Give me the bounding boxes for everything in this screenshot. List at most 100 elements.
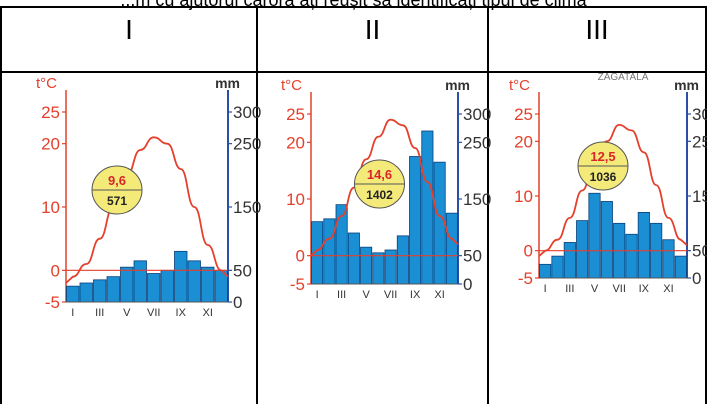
temp-unit-label: t°C [509,77,530,94]
precip-bar-IV [576,220,589,279]
precip-unit-label: mm [674,77,699,93]
cropped-caption: ...m cu ajutorul cărora ați reușit să id… [0,0,707,14]
temp-tick-label: 20 [41,135,60,154]
precip-tick-label: 50 [463,247,482,266]
precip-bar-XII [674,255,687,279]
summary-badge: 12,5 1036 [577,141,629,191]
precip-bar-XII [445,212,458,285]
month-tick-label: V [123,307,131,319]
temp-tick-label: -5 [518,269,533,288]
precip-unit-label: mm [445,77,470,93]
temp-tick-label: 0 [296,247,305,266]
precip-tick-label: 0 [463,275,472,294]
header-col-3-label: III [585,14,609,45]
precip-tick-label: 250 [692,132,707,151]
precip-bar-VI [372,252,385,285]
precip-tick-label: 250 [233,135,261,154]
month-tick-label: I [544,283,547,295]
precip-tick-label: 0 [692,269,701,288]
table-top-border [0,6,707,8]
month-tick-label: VII [384,289,397,301]
temp-tick-label: 25 [286,105,305,124]
temp-tick-label: 0 [51,261,60,280]
precip-bar-IX [174,250,188,303]
month-tick-label: III [565,283,574,295]
temp-unit-label: t°C [281,77,302,94]
temp-tick-label: -5 [45,293,60,312]
precip-bar-VII [147,273,161,303]
month-tick-label: XI [663,283,673,295]
month-tick-label: V [591,283,599,295]
precip-tick-label: 150 [463,190,491,209]
precip-bar-X [187,260,201,303]
precip-bar-II [79,282,93,303]
col-divider-2 [487,6,489,404]
precip-bar-I [539,263,552,279]
temp-unit-label: t°C [36,75,57,92]
mean-temp-value: 9,6 [108,173,126,188]
month-tick-label: V [362,289,370,301]
temp-tick-label: -5 [290,275,305,294]
month-tick-label: XI [203,307,213,319]
precip-tick-label: 150 [692,187,707,206]
precip-bar-VIII [160,269,174,303]
precip-bar-IV [106,276,120,303]
precip-unit-label: mm [215,75,240,91]
station-title: ZAGATALA [598,72,649,83]
precip-bar-IX [637,211,650,279]
precip-bar-V [120,266,134,303]
header-divider [0,71,707,73]
header-col-1-label: I [125,14,133,45]
precip-bar-X [421,130,434,285]
climogram-iii: ZAGATALAt°Cmm2520100-5300250150500IIIIVV… [509,72,707,295]
caption-text: ...m cu ajutorul cărora ați reușit să id… [120,0,587,10]
annual-precip-value: 1036 [590,170,617,184]
temp-tick-label: 20 [286,133,305,152]
precip-tick-label: 0 [233,293,242,312]
precip-bar-VI [133,260,147,303]
temp-tick-label: 10 [286,190,305,209]
precip-bar-III [93,279,107,303]
annual-precip-value: 1402 [366,188,393,202]
temp-tick-label: 20 [514,132,533,151]
summary-badge: 14,6 1402 [354,159,405,209]
month-tick-label: IX [176,307,187,319]
precip-bar-II [323,218,336,285]
mean-temp-value: 12,5 [590,149,615,164]
table-right-border [705,6,707,404]
month-tick-label: III [337,289,346,301]
precip-tick-label: 50 [692,242,707,261]
month-tick-label: IX [639,283,650,295]
header-col-3: III [489,10,705,50]
precip-bar-IV [347,232,360,285]
month-tick-label: III [95,307,104,319]
month-tick-label: XI [434,289,444,301]
precip-tick-label: 300 [463,105,491,124]
month-tick-label: IX [410,289,421,301]
precip-bar-VIII [396,235,409,285]
precip-tick-label: 50 [233,261,252,280]
precip-tick-label: 300 [692,105,707,124]
annual-precip-value: 571 [107,194,127,208]
precip-bar-V [588,192,601,279]
month-tick-label: VII [612,283,625,295]
temp-tick-label: 10 [514,187,533,206]
temperature-curve [65,136,229,284]
precip-bar-II [551,255,564,279]
header-col-1: I [2,10,256,50]
col-divider-1 [256,6,258,404]
precip-bar-XI [201,266,215,303]
temp-tick-label: 10 [41,198,60,217]
precip-tick-label: 250 [463,133,491,152]
temperature-curve [310,118,459,257]
precip-bar-III [563,242,576,279]
precip-bar-I [66,285,80,303]
temperature-curve [538,123,688,257]
table-left-border [0,6,2,404]
mean-temp-value: 14,6 [367,167,392,182]
precip-tick-label: 300 [233,103,261,122]
